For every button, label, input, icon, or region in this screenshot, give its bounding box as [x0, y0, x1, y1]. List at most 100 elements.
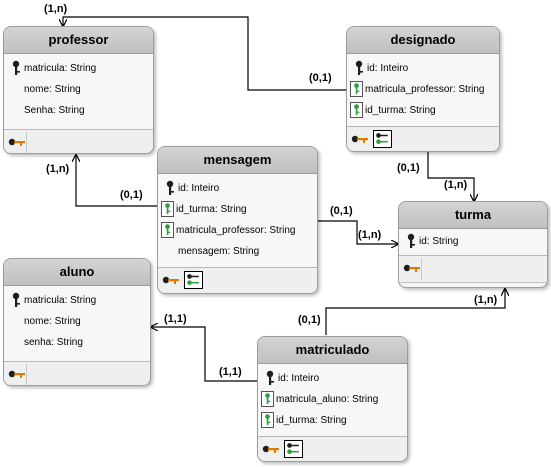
field-name: id_turma: String: [176, 204, 247, 215]
field-list: matricula: String nome: String Senha: St…: [4, 54, 153, 130]
rel-designado-turma-line: [427, 152, 474, 201]
primary-key-icon: [12, 292, 20, 307]
card-matriculado-aluno-from: (1,1): [219, 366, 242, 378]
field-row[interactable]: matricula: String: [4, 58, 153, 79]
field-list: id: Inteiro matricula_professor: String …: [347, 54, 499, 127]
entity-title: aluno: [4, 259, 150, 286]
index-key-icon: [162, 276, 179, 284]
entity-title: professor: [4, 27, 153, 54]
rel-mensagem-turma-line: [318, 220, 398, 244]
field-name: nome: String: [24, 84, 81, 95]
field-row[interactable]: mensagem: String: [158, 241, 317, 262]
rel-matriculado-aluno-line: [151, 327, 257, 382]
index-key-icon: [351, 135, 368, 143]
index-section: [347, 127, 499, 151]
index-section: [4, 130, 153, 153]
foreign-key-icon: [161, 201, 174, 217]
entity-title: matriculado: [258, 337, 407, 364]
field-name: matricula_professor: String: [176, 225, 296, 236]
card-mensagem-professor-from: (0,1): [120, 189, 143, 201]
field-row[interactable]: senha: String: [4, 332, 150, 353]
field-name: mensagem: String: [178, 246, 260, 257]
entity-title: turma: [399, 202, 547, 229]
field-list: id: Inteiro matricula_aluno: String id_t…: [258, 364, 407, 437]
primary-key-icon: [355, 60, 363, 75]
primary-key-icon: [166, 180, 174, 195]
field-name: id_turma: String: [276, 415, 347, 426]
field-row[interactable]: nome: String: [4, 311, 150, 332]
rel-mensagem-professor-line: [76, 155, 157, 207]
field-name: id: Inteiro: [278, 373, 320, 384]
card-mensagem-turma-to: (1,n): [358, 229, 382, 241]
field-name: senha: String: [24, 337, 83, 348]
card-mensagem-professor-to: (1,n): [46, 163, 70, 175]
index-section: [158, 268, 317, 293]
index-key-icon: [403, 264, 420, 272]
card-matriculado-aluno-to: (1,1): [164, 313, 187, 325]
rel-matriculado-turma-line: [325, 289, 505, 335]
entity-designado[interactable]: designado id: Inteiro matricula_professo…: [346, 26, 500, 152]
foreign-key-icon: [261, 391, 274, 407]
field-name: matricula_aluno: String: [276, 394, 379, 405]
index-section: [399, 256, 547, 283]
entity-title: designado: [347, 27, 499, 54]
card-designado-turma-from: (0,1): [397, 162, 420, 174]
index-key-icon: [8, 138, 25, 146]
card-mensagem-turma-from: (0,1): [330, 205, 353, 217]
field-row[interactable]: id_turma: String: [347, 100, 499, 121]
primary-key-icon: [266, 370, 274, 385]
foreign-key-icon: [350, 102, 363, 118]
foreign-key-icon: [261, 412, 274, 428]
field-name: nome: String: [24, 316, 81, 327]
field-name: id: String: [419, 236, 459, 247]
entity-turma[interactable]: turma id: String: [398, 201, 548, 288]
card-designado-turma-to: (1,n): [444, 179, 468, 191]
field-name: id: Inteiro: [367, 63, 409, 74]
entity-mensagem[interactable]: mensagem id: Inteiro id_turma: String ma…: [157, 146, 318, 294]
index-section: [4, 362, 150, 385]
card-matriculado-turma-from: (0,1): [298, 314, 321, 326]
field-row[interactable]: matricula_professor: String: [158, 220, 317, 241]
field-name: id_turma: String: [365, 105, 436, 116]
field-name: matricula: String: [24, 295, 97, 306]
foreign-key-index-icon: [184, 271, 203, 289]
primary-key-icon: [407, 233, 415, 248]
entity-professor[interactable]: professor matricula: String nome: String…: [3, 26, 154, 154]
field-row[interactable]: id: String: [399, 231, 547, 252]
field-row[interactable]: id_turma: String: [258, 410, 407, 431]
foreign-key-icon: [161, 222, 174, 238]
field-row[interactable]: id: Inteiro: [258, 368, 407, 389]
field-row[interactable]: matricula_professor: String: [347, 79, 499, 100]
field-row[interactable]: matricula: String: [4, 290, 150, 311]
field-name: id: Inteiro: [178, 183, 220, 194]
primary-key-icon: [12, 60, 20, 75]
field-row[interactable]: id: Inteiro: [347, 58, 499, 79]
index-section: [258, 437, 407, 461]
foreign-key-icon: [350, 81, 363, 97]
entity-matriculado[interactable]: matriculado id: Inteiro matricula_aluno:…: [257, 336, 408, 462]
card-designado-professor-from: (0,1): [309, 72, 332, 84]
entity-aluno[interactable]: aluno matricula: String nome: String sen…: [3, 258, 151, 386]
foreign-key-index-icon: [284, 440, 303, 458]
field-list: id: Inteiro id_turma: String matricula_p…: [158, 174, 317, 268]
rel-designado-professor-line: [63, 16, 346, 91]
field-name: matricula_professor: String: [365, 84, 485, 95]
field-list: matricula: String nome: String senha: St…: [4, 286, 150, 362]
card-matriculado-turma-to: (1,n): [474, 294, 498, 306]
field-row[interactable]: id: Inteiro: [158, 178, 317, 199]
field-row[interactable]: Senha: String: [4, 100, 153, 121]
field-row[interactable]: id_turma: String: [158, 199, 317, 220]
foreign-key-index-icon: [373, 130, 392, 148]
field-name: matricula: String: [24, 63, 97, 74]
entity-title: mensagem: [158, 147, 317, 174]
field-row[interactable]: matricula_aluno: String: [258, 389, 407, 410]
card-designado-professor-to: (1,n): [44, 3, 68, 15]
index-separator: [26, 132, 27, 153]
field-list: id: String: [399, 229, 547, 256]
index-key-icon: [8, 370, 25, 378]
index-separator: [421, 258, 422, 280]
index-separator: [26, 364, 27, 385]
index-key-icon: [262, 445, 279, 453]
field-row[interactable]: nome: String: [4, 79, 153, 100]
